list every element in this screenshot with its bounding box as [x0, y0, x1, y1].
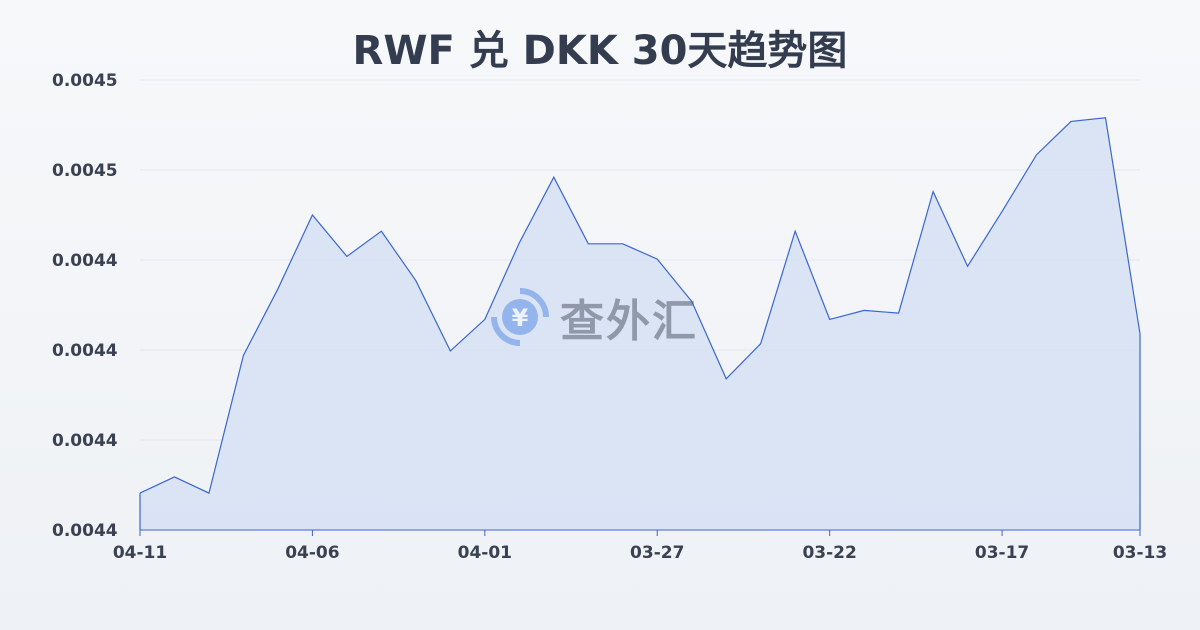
svg-text:¥: ¥	[512, 304, 529, 332]
area-fill	[140, 117, 1140, 531]
watermark-text: 查外汇	[560, 296, 698, 347]
y-tick-label: 0.0044	[52, 521, 118, 541]
y-tick-label: 0.0044	[52, 341, 118, 361]
yen-exchange-icon: ¥	[491, 288, 549, 346]
y-tick-label: 0.0045	[52, 161, 118, 181]
x-tick-label: 03-17	[975, 543, 1029, 563]
watermark: ¥ 查外汇	[490, 285, 698, 349]
x-tick-label: 03-22	[802, 543, 856, 563]
x-tick-label: 03-13	[1113, 543, 1167, 563]
y-tick-label: 0.0044	[52, 431, 118, 451]
series-line	[139, 117, 1141, 494]
x-tick-label: 04-06	[285, 543, 339, 563]
y-tick-label: 0.0044	[52, 251, 118, 271]
y-tick-label: 0.0045	[52, 71, 118, 91]
chart-title: RWF 兑 DKK 30天趋势图	[352, 28, 848, 74]
x-tick-label: 03-27	[630, 543, 684, 563]
x-tick-label: 04-11	[113, 543, 167, 563]
x-tick-label: 04-01	[458, 543, 512, 563]
